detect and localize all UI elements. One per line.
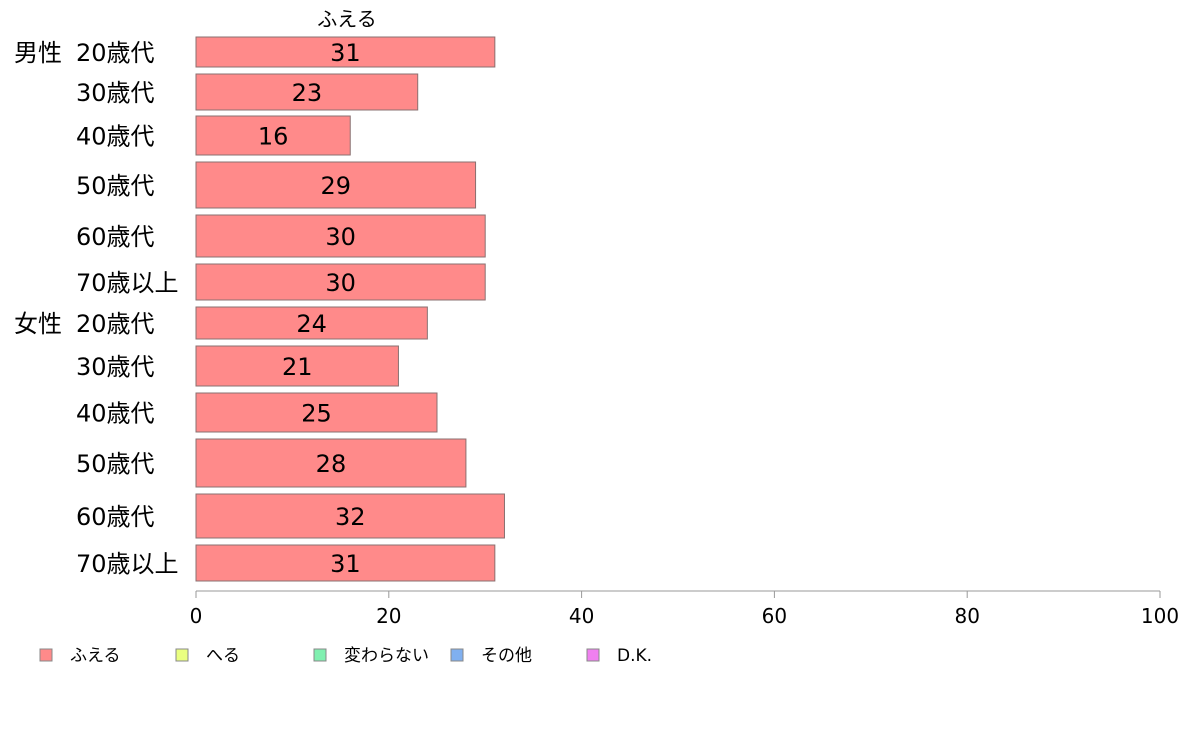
bar-value-label: 23 xyxy=(292,79,323,107)
bar xyxy=(195,493,505,539)
legend-label: その他 xyxy=(481,646,532,666)
bar xyxy=(195,36,496,68)
bar-value-label: 32 xyxy=(335,503,366,531)
bar xyxy=(195,544,496,582)
bar-value-label: 21 xyxy=(282,353,313,381)
category-label: 70歳以上 xyxy=(76,550,179,578)
x-tick-label: 60 xyxy=(762,604,787,628)
group-label: 男性 xyxy=(14,39,62,67)
category-label: 30歳代 xyxy=(76,79,155,107)
bar-value-label: 29 xyxy=(321,172,352,200)
bar xyxy=(195,438,467,488)
bar xyxy=(195,161,477,209)
bar-value-label: 16 xyxy=(258,123,289,151)
category-label: 20歳代 xyxy=(76,39,155,67)
x-tick-label: 20 xyxy=(376,604,401,628)
category-label: 20歳代 xyxy=(76,310,155,338)
category-label: 30歳代 xyxy=(76,353,155,381)
group-label: 女性 xyxy=(14,310,62,338)
bar xyxy=(195,306,428,340)
category-label: 50歳代 xyxy=(76,450,155,478)
bar xyxy=(195,73,419,111)
legend-label: 変わらない xyxy=(344,646,429,666)
category-label: 50歳代 xyxy=(76,172,155,200)
x-tick-label: 40 xyxy=(569,604,594,628)
legend-label: ふえる xyxy=(70,646,121,666)
x-tick-label: 0 xyxy=(190,604,203,628)
legend-label: へる xyxy=(206,646,240,666)
bar-value-label: 31 xyxy=(330,550,361,578)
category-label: 40歳代 xyxy=(76,123,155,151)
bar-value-label: 30 xyxy=(325,269,356,297)
category-label: 70歳以上 xyxy=(76,269,179,297)
bar-value-label: 25 xyxy=(301,400,332,428)
legend-swatch xyxy=(450,648,464,662)
bar xyxy=(195,214,486,258)
bar-value-label: 30 xyxy=(325,223,356,251)
bar-value-label: 28 xyxy=(316,450,347,478)
bar-value-label: 24 xyxy=(296,310,327,338)
legend-swatch xyxy=(39,648,53,662)
category-label: 60歳代 xyxy=(76,223,155,251)
legend-swatch xyxy=(586,648,600,662)
bar xyxy=(195,115,351,156)
category-label: 40歳代 xyxy=(76,400,155,428)
legend-swatch xyxy=(175,648,189,662)
x-tick-label: 80 xyxy=(954,604,979,628)
bar xyxy=(195,263,486,301)
legend-label: D.K. xyxy=(617,646,652,666)
bar xyxy=(195,345,399,387)
x-tick-label: 100 xyxy=(1141,604,1179,628)
bar-value-label: 31 xyxy=(330,39,361,67)
legend-swatch xyxy=(313,648,327,662)
chart-title: ふえる xyxy=(317,7,376,31)
category-label: 60歳代 xyxy=(76,503,155,531)
bar xyxy=(195,392,438,433)
